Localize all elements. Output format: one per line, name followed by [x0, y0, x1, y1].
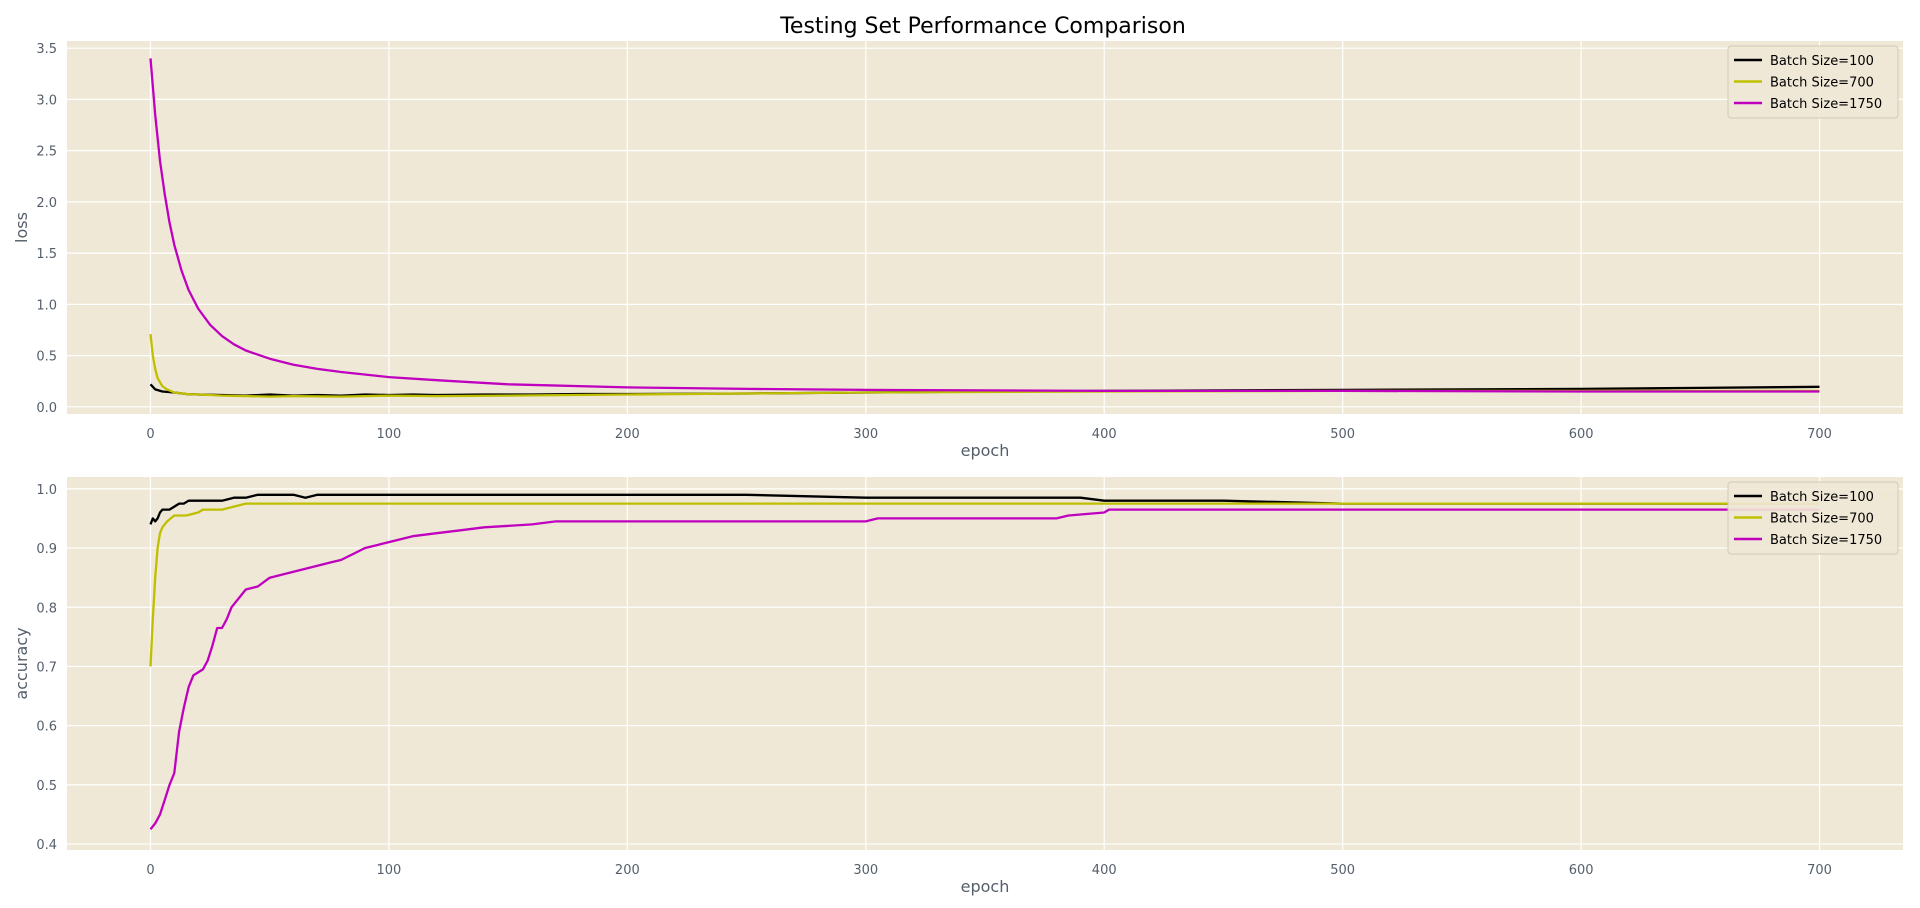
loss-y-tick-label: 3.0 — [36, 93, 57, 108]
loss-legend-label-1: Batch Size=100 — [1770, 54, 1874, 69]
accuracy-x-tick-label: 500 — [1330, 863, 1355, 878]
accuracy-legend-label-1: Batch Size=100 — [1770, 490, 1874, 505]
accuracy-x-tick-label: 100 — [376, 863, 401, 878]
loss-x-tick-label: 100 — [376, 427, 401, 442]
loss-y-tick-label: 0.0 — [36, 401, 57, 416]
accuracy-x-tick-label: 600 — [1569, 863, 1594, 878]
accuracy-y-tick-label: 0.9 — [36, 542, 57, 557]
loss-x-tick-label: 600 — [1569, 427, 1594, 442]
accuracy-x-tick-label: 400 — [1092, 863, 1117, 878]
accuracy-panel: 0 100 200 300 400 500 600 700 0.4 0.5 0.6 0.7 0.8 0.9… — [12, 477, 1903, 896]
accuracy-y-tick-label: 0.7 — [36, 660, 57, 675]
loss-legend-label-2: Batch Size=700 — [1770, 76, 1874, 91]
loss-y-tick-label: 2.0 — [36, 196, 57, 211]
loss-x-axis-label: epoch — [961, 441, 1010, 460]
loss-x-tick-label: 300 — [853, 427, 878, 442]
accuracy-y-tick-label: 0.8 — [36, 601, 57, 616]
accuracy-y-tick-label: 0.6 — [36, 720, 57, 735]
loss-y-axis-label: loss — [12, 212, 31, 243]
accuracy-y-tick-label: 0.5 — [36, 779, 57, 794]
loss-plot-area — [67, 41, 1903, 414]
loss-y-tick-label: 3.5 — [36, 42, 57, 57]
loss-x-tick-label: 0 — [146, 427, 154, 442]
loss-y-tick-label: 2.5 — [36, 145, 57, 160]
accuracy-series-line-1 — [149, 493, 1820, 525]
loss-panel: 0 100 200 300 400 500 600 700 0.0 0.5 1.0 1.5 2.0 2.5… — [12, 41, 1903, 460]
loss-series-line-3 — [149, 58, 1820, 393]
loss-x-tick-label: 500 — [1330, 427, 1355, 442]
loss-x-tick-label: 400 — [1092, 427, 1117, 442]
loss-x-tick-label: 700 — [1807, 427, 1832, 442]
accuracy-legend-label-3: Batch Size=1750 — [1770, 533, 1882, 548]
accuracy-series-line-2 — [149, 502, 1820, 667]
accuracy-plot-area — [67, 477, 1903, 850]
accuracy-x-axis-label: epoch — [961, 877, 1010, 896]
accuracy-y-axis-label: accuracy — [12, 627, 31, 699]
accuracy-x-tick-label: 200 — [615, 863, 640, 878]
accuracy-x-tick-label: 700 — [1807, 863, 1832, 878]
loss-y-tick-label: 1.0 — [36, 298, 57, 313]
accuracy-x-tick-label: 0 — [146, 863, 154, 878]
loss-x-tick-label: 200 — [615, 427, 640, 442]
accuracy-legend — [1727, 481, 1899, 555]
accuracy-x-tick-label: 300 — [853, 863, 878, 878]
accuracy-y-tick-label: 1.0 — [36, 483, 57, 498]
chart-title: Testing Set Performance Comparison — [779, 14, 1186, 39]
accuracy-series-line-3 — [149, 508, 1820, 831]
loss-legend-label-3: Batch Size=1750 — [1770, 97, 1882, 112]
accuracy-legend-label-2: Batch Size=700 — [1770, 512, 1874, 527]
accuracy-y-tick-label: 0.4 — [36, 838, 57, 853]
loss-y-tick-label: 0.5 — [36, 350, 57, 365]
loss-series-line-2 — [149, 333, 1820, 398]
loss-y-tick-label: 1.5 — [36, 247, 57, 262]
loss-legend — [1727, 45, 1899, 119]
